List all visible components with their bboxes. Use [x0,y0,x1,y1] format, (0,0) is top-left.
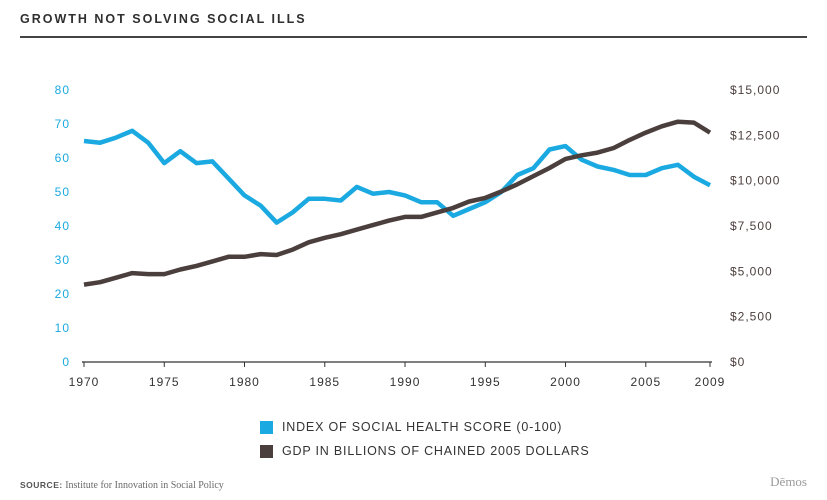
chart-axes: 1970 1975 1980 1985 1990 1995 2000 2005 2009 0 10 2… [55,83,780,389]
chart-title: GROWTH NOT SOLVING SOCIAL ILLS [20,12,307,26]
x-tick-label: 1970 [69,375,100,389]
x-tick-label: 1995 [470,375,501,389]
source-text: Institute for Innovation in Social Polic… [65,480,224,491]
chart-legend: INDEX OF SOCIAL HEALTH SCORE (0-100) GDP… [260,416,589,464]
y-right-tick-label: $15,000 [730,83,780,97]
series-line-social-health [83,128,712,225]
x-tick-label: 1985 [309,375,340,389]
y-left-tick-label: 30 [55,253,70,267]
y-left-tick-label: 70 [55,117,70,131]
x-tick-label: 1980 [229,375,260,389]
chart-lines [83,119,712,287]
y-right-tick-label: $2,500 [730,310,773,324]
y-left-tick-label: 0 [62,355,70,369]
x-tick-label: 1990 [390,375,421,389]
y-left-tick-label: 10 [55,321,70,335]
legend-swatch-social-health [260,420,273,434]
x-tick-label: 2009 [695,375,726,389]
y-right-tick-label: $7,500 [730,219,773,233]
series-line-gdp [83,119,712,287]
brand-logo: Dēmos [770,474,807,489]
legend-item-social-health: INDEX OF SOCIAL HEALTH SCORE (0-100) [260,416,589,438]
source-note: SOURCE: Institute for Innovation in Soci… [20,480,224,491]
x-tick-label: 2000 [550,375,581,389]
source-label: SOURCE: [20,480,63,490]
legend-item-gdp: GDP IN BILLIONS OF CHAINED 2005 DOLLARS [260,440,589,462]
y-left-tick-label: 40 [55,219,70,233]
y-right-tick-label: $5,000 [730,264,773,278]
legend-label-social-health: INDEX OF SOCIAL HEALTH SCORE (0-100) [282,420,563,434]
legend-swatch-gdp [260,444,273,458]
y-left-tick-label: 60 [55,151,70,165]
legend-label-gdp: GDP IN BILLIONS OF CHAINED 2005 DOLLARS [282,444,590,458]
line-chart: 1970 1975 1980 1985 1990 1995 2000 2005 2009 0 10 2… [55,83,780,389]
title-rule [20,36,807,38]
x-tick-label: 1975 [149,375,180,389]
y-right-tick-label: $10,000 [730,174,780,188]
y-left-tick-label: 80 [55,83,70,97]
y-right-tick-label: $12,500 [730,128,780,142]
x-tick-label: 2005 [630,375,661,389]
y-left-tick-label: 20 [55,287,70,301]
y-left-tick-label: 50 [55,185,70,199]
y-right-tick-label: $0 [730,355,745,369]
